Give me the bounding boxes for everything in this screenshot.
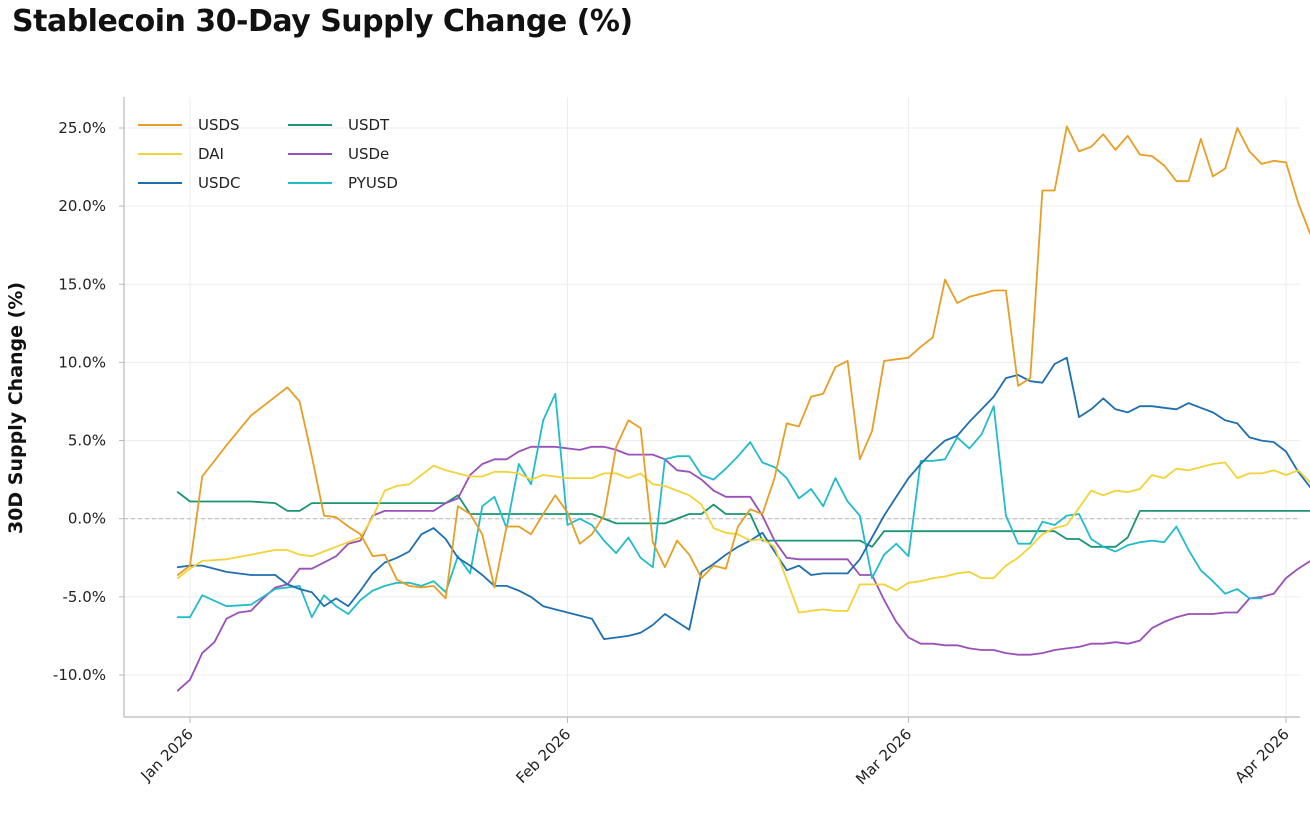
- chart-title: Stablecoin 30-Day Supply Change (%): [12, 4, 633, 39]
- y-tick-label: 10.0%: [58, 353, 106, 371]
- y-tick-label: 5.0%: [68, 432, 106, 450]
- axes: [123, 97, 1300, 718]
- legend-label-usde: USDe: [348, 145, 389, 163]
- y-tick-label: -10.0%: [53, 666, 106, 684]
- legend-label-dai: DAI: [198, 145, 224, 163]
- series-line-pyusd: [176, 392, 1263, 619]
- series-lines: [176, 125, 1310, 692]
- y-tick-label: 0.0%: [68, 510, 106, 528]
- legend-label-usdt: USDT: [348, 116, 390, 134]
- x-axis-ticks: Jan 2026 Feb 2026 Mar 2026 Apr 2026: [137, 717, 1293, 788]
- series-line-dai: [176, 461, 1310, 614]
- x-tick-label: Apr 2026: [1231, 725, 1292, 786]
- grid-lines: [124, 97, 1300, 717]
- series-line-usdt: [176, 491, 1310, 548]
- legend-label-pyusd: PYUSD: [348, 174, 398, 192]
- y-tick-label: 25.0%: [58, 119, 106, 137]
- y-tick-label: -5.0%: [62, 588, 106, 606]
- y-axis-ticks: 25.0% 20.0% 15.0% 10.0% 5.0% 0.0% -5.0% -10.0%: [53, 119, 124, 684]
- x-tick-label: Jan 2026: [137, 725, 197, 785]
- y-tick-label: 20.0%: [58, 197, 106, 215]
- legend-label-usds: USDS: [198, 116, 240, 134]
- series-line-usde: [176, 445, 1310, 692]
- legend-label-usdc: USDC: [198, 174, 241, 192]
- legend: USDS DAI USDC USDT USDe PYUSD: [138, 116, 398, 192]
- y-axis-title: 30D Supply Change (%): [5, 282, 27, 534]
- x-tick-label: Feb 2026: [512, 725, 574, 787]
- series-line-usdc: [176, 356, 1310, 640]
- x-tick-label: Mar 2026: [852, 725, 915, 788]
- y-tick-label: 15.0%: [58, 275, 106, 293]
- series-line-usds: [176, 125, 1310, 600]
